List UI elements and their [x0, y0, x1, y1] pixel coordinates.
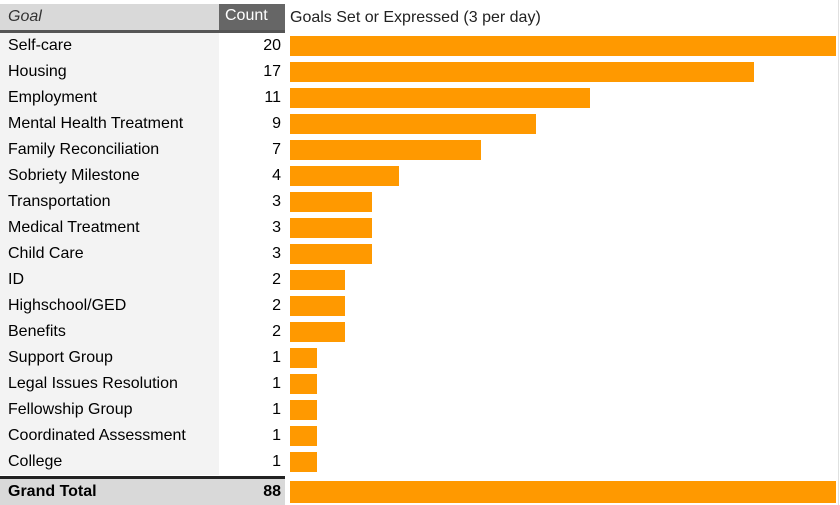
bar: [290, 218, 372, 238]
goal-label[interactable]: Medical Treatment: [0, 215, 219, 241]
bar: [290, 374, 317, 394]
bar: [290, 270, 345, 290]
goal-count[interactable]: 3: [219, 215, 285, 241]
bar: [290, 322, 345, 342]
goal-count[interactable]: 20: [219, 33, 285, 59]
total-divider: [0, 476, 285, 479]
goal-count[interactable]: 7: [219, 137, 285, 163]
goal-count[interactable]: 3: [219, 241, 285, 267]
bar: [290, 426, 317, 446]
goal-count[interactable]: 1: [219, 371, 285, 397]
goal-count[interactable]: 1: [219, 345, 285, 371]
bar: [290, 400, 317, 420]
bar: [290, 192, 372, 212]
bar: [290, 88, 590, 108]
goal-label[interactable]: Coordinated Assessment: [0, 423, 219, 449]
goal-label[interactable]: Child Care: [0, 241, 219, 267]
goal-label[interactable]: Support Group: [0, 345, 219, 371]
goal-count[interactable]: 2: [219, 267, 285, 293]
goal-column-header[interactable]: Goal: [0, 4, 219, 30]
goal-label[interactable]: Family Reconciliation: [0, 137, 219, 163]
bar: [290, 452, 317, 472]
goal-label[interactable]: Legal Issues Resolution: [0, 371, 219, 397]
goal-count[interactable]: 2: [219, 319, 285, 345]
goal-count[interactable]: 1: [219, 397, 285, 423]
goal-label[interactable]: Housing: [0, 59, 219, 85]
goal-count[interactable]: 1: [219, 423, 285, 449]
header-divider: [0, 30, 285, 33]
goal-label[interactable]: Mental Health Treatment: [0, 111, 219, 137]
goal-count[interactable]: 4: [219, 163, 285, 189]
bar: [290, 62, 754, 82]
grand-total-bar: [290, 481, 836, 503]
goal-label[interactable]: ID: [0, 267, 219, 293]
chart-title: Goals Set or Expressed (3 per day): [290, 9, 541, 26]
goal-label[interactable]: Sobriety Milestone: [0, 163, 219, 189]
goal-count[interactable]: 3: [219, 189, 285, 215]
goal-count[interactable]: 17: [219, 59, 285, 85]
bar: [290, 166, 399, 186]
grand-total-value[interactable]: 88: [219, 479, 285, 505]
goal-count[interactable]: 2: [219, 293, 285, 319]
bar: [290, 348, 317, 368]
goal-count[interactable]: 11: [219, 85, 285, 111]
bar: [290, 140, 481, 160]
bar: [290, 114, 536, 134]
goal-label[interactable]: Highschool/GED: [0, 293, 219, 319]
goal-label[interactable]: College: [0, 449, 219, 475]
goal-label[interactable]: Benefits: [0, 319, 219, 345]
goal-count[interactable]: 9: [219, 111, 285, 137]
bar: [290, 36, 836, 56]
goal-label[interactable]: Transportation: [0, 189, 219, 215]
count-column-header[interactable]: Count: [219, 4, 285, 30]
goal-label[interactable]: Self-care: [0, 33, 219, 59]
sheet-right-border: [838, 0, 839, 505]
goal-count[interactable]: 1: [219, 449, 285, 475]
bar: [290, 244, 372, 264]
bar: [290, 296, 345, 316]
goal-label[interactable]: Fellowship Group: [0, 397, 219, 423]
goal-label[interactable]: Employment: [0, 85, 219, 111]
grand-total-label[interactable]: Grand Total: [0, 479, 219, 505]
